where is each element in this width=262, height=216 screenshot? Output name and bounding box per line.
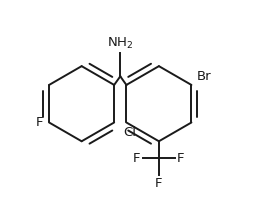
Text: F: F: [177, 152, 185, 165]
Text: F: F: [155, 177, 163, 190]
Text: Br: Br: [197, 70, 211, 83]
Text: F: F: [36, 116, 44, 129]
Text: F: F: [133, 152, 141, 165]
Text: Cl: Cl: [123, 126, 136, 139]
Text: NH$_2$: NH$_2$: [107, 36, 133, 51]
